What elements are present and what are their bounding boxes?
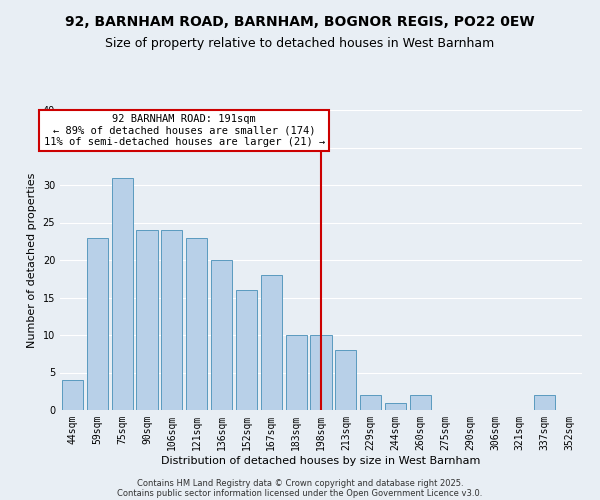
Bar xyxy=(286,335,307,410)
Bar xyxy=(211,260,232,410)
Bar xyxy=(310,335,332,410)
Text: 92 BARNHAM ROAD: 191sqm
← 89% of detached houses are smaller (174)
11% of semi-d: 92 BARNHAM ROAD: 191sqm ← 89% of detache… xyxy=(44,114,325,147)
Bar xyxy=(62,380,83,410)
Bar xyxy=(261,275,282,410)
Bar xyxy=(236,290,257,410)
Bar xyxy=(335,350,356,410)
Bar xyxy=(136,230,158,410)
X-axis label: Distribution of detached houses by size in West Barnham: Distribution of detached houses by size … xyxy=(161,456,481,466)
Bar xyxy=(161,230,182,410)
Text: Contains HM Land Registry data © Crown copyright and database right 2025.: Contains HM Land Registry data © Crown c… xyxy=(137,478,463,488)
Bar xyxy=(112,178,133,410)
Bar xyxy=(385,402,406,410)
Text: Contains public sector information licensed under the Open Government Licence v3: Contains public sector information licen… xyxy=(118,488,482,498)
Bar xyxy=(410,395,431,410)
Text: Size of property relative to detached houses in West Barnham: Size of property relative to detached ho… xyxy=(106,38,494,51)
Bar xyxy=(534,395,555,410)
Bar xyxy=(360,395,381,410)
Y-axis label: Number of detached properties: Number of detached properties xyxy=(27,172,37,348)
Bar xyxy=(186,238,207,410)
Text: 92, BARNHAM ROAD, BARNHAM, BOGNOR REGIS, PO22 0EW: 92, BARNHAM ROAD, BARNHAM, BOGNOR REGIS,… xyxy=(65,15,535,29)
Bar xyxy=(87,238,108,410)
